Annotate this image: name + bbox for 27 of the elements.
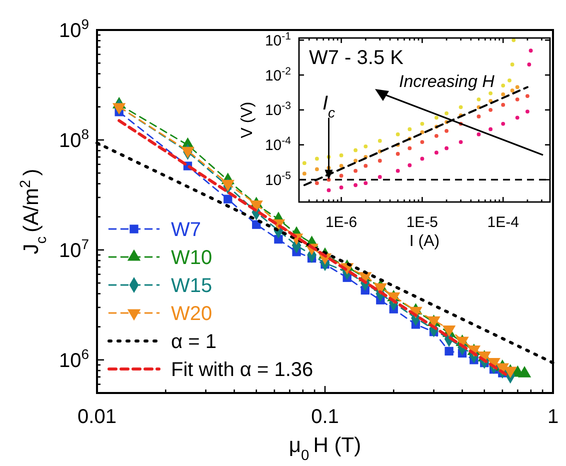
y-tick-label: 10$^{6}$ [58, 346, 90, 372]
x-tick-label: 1E-6 [325, 214, 358, 231]
y-tick-label: 10$^{-5}$ [264, 170, 292, 189]
x-axis-title: I (A) [409, 233, 440, 250]
y-axis-title: V (V) [239, 102, 256, 138]
x-tick-label: 1E-5 [406, 214, 438, 231]
y-tick-label: 10$^{7}$ [58, 236, 90, 262]
legend-label: W10 [171, 247, 212, 269]
x-tick-label: 0.01 [78, 406, 116, 428]
legend-label: W20 [171, 303, 212, 325]
annotation: Increasing H [399, 72, 496, 91]
legend-label: α = 1 [171, 331, 216, 353]
x-axis-title: μ$_{0}$H (T) [288, 434, 362, 464]
y-tick-label: 10$^{8}$ [58, 126, 90, 152]
y-tick-label: 10$^{9}$ [58, 16, 90, 42]
y-tick-label: 10$^{-2}$ [264, 65, 292, 84]
y-tick-label: 10$^{-3}$ [264, 100, 292, 120]
annotation: I$_{c}$ [322, 92, 336, 121]
x-tick-label: 1E-4 [487, 214, 519, 231]
x-tick-label: 0.1 [311, 406, 339, 428]
legend-label: W7 [171, 219, 201, 241]
y-tick-label: 10$^{-1}$ [264, 30, 292, 50]
annotation: W7 - 3.5 K [309, 47, 404, 69]
legend-label: Fit with α = 1.36 [171, 359, 314, 381]
x-tick-label: 1 [547, 406, 559, 428]
legend-label: W15 [171, 275, 212, 297]
y-tick-label: 10$^{-4}$ [264, 135, 292, 154]
